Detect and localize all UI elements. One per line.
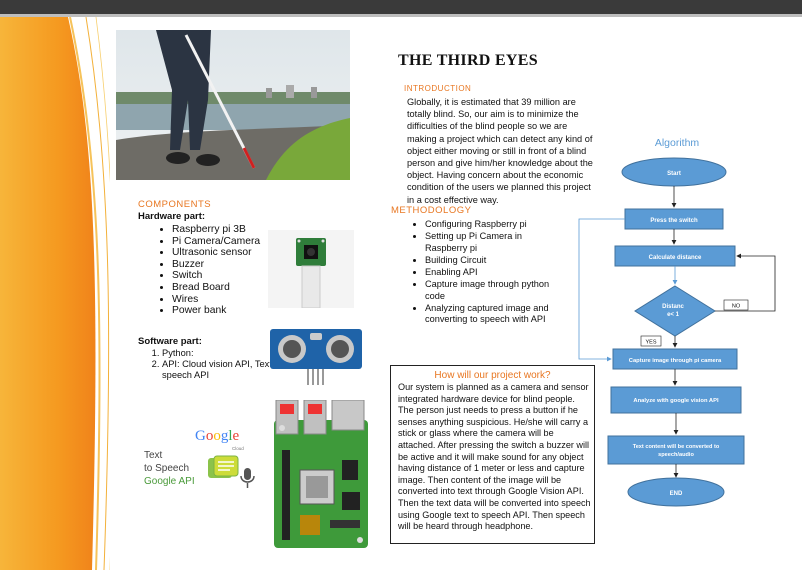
window-top-border bbox=[0, 14, 802, 17]
list-item: Ultrasonic sensor bbox=[172, 247, 322, 259]
flow-analyze-label: Analyze with google vision API bbox=[633, 398, 719, 404]
page-title: THE THIRD EYES bbox=[398, 52, 538, 69]
list-item: Pi Camera/Camera bbox=[172, 236, 322, 248]
flow-yes-label: YES bbox=[645, 340, 656, 346]
list-item: Configuring Raspberry pi bbox=[425, 219, 565, 230]
raspberry-pi-board-image bbox=[274, 400, 368, 548]
algorithm-title: Algorithm bbox=[655, 137, 700, 149]
list-item: Python: bbox=[162, 348, 294, 359]
project-work-heading: How will our project work? bbox=[434, 370, 551, 381]
software-list: Python: API: Cloud vision API, Text to s… bbox=[138, 348, 294, 381]
project-work-box: How will our project work? Our system is… bbox=[390, 365, 595, 544]
software-heading: Software part: bbox=[138, 336, 202, 347]
list-item: Analyzing captured image and converting … bbox=[425, 303, 565, 326]
flow-yes-badge bbox=[640, 335, 662, 347]
tts-text-line3: Google API bbox=[144, 476, 195, 487]
components-heading: COMPONENTS bbox=[138, 199, 212, 210]
flow-left-loop-arrow bbox=[578, 218, 625, 362]
speech-bubble-icon bbox=[208, 455, 255, 488]
flow-convert-label-1: Text content will be converted to bbox=[633, 444, 720, 450]
list-item: Wires bbox=[172, 294, 322, 306]
flow-convert-label-2: speech/audio bbox=[658, 452, 694, 458]
list-item: Power bank bbox=[172, 305, 322, 317]
list-item: Enabling API bbox=[425, 267, 565, 278]
list-item: API: Cloud vision API, Text to speech AP… bbox=[162, 359, 294, 381]
hardware-list: Raspberry pi 3B Pi Camera/Camera Ultraso… bbox=[138, 224, 322, 317]
flow-decision bbox=[634, 285, 716, 337]
flow-decision-label-1: Distanc bbox=[662, 304, 684, 310]
poster-page: THE THIRD EYES INTRODUCTION Globally, it… bbox=[0, 17, 802, 570]
blind-person-photo bbox=[116, 30, 350, 180]
introduction-text: Globally, it is estimated that 39 millio… bbox=[407, 97, 593, 205]
list-item: Raspberry pi 3B bbox=[172, 224, 322, 236]
google-tts-logo: Google Cloud Text to Speech Google API bbox=[140, 422, 260, 502]
algorithm-flowchart: Algorithm Start Press the switch Calcula… bbox=[578, 137, 776, 507]
flow-end bbox=[627, 477, 725, 507]
pi-camera-image bbox=[268, 230, 354, 308]
flow-end-label: END bbox=[670, 491, 683, 497]
methodology-heading: METHODOLOGY bbox=[391, 205, 472, 216]
list-item: Building Circuit bbox=[425, 255, 565, 266]
list-item: Setting up Pi Camera in Raspberry pi bbox=[425, 231, 565, 254]
flow-start-label: Start bbox=[667, 171, 681, 177]
flow-calculate-label: Calculate distance bbox=[649, 255, 702, 261]
google-cloud-text: Cloud bbox=[232, 446, 244, 451]
list-item: Bread Board bbox=[172, 282, 322, 294]
methodology-list: Configuring Raspberry pi Setting up Pi C… bbox=[395, 219, 565, 327]
flow-no-arrow bbox=[715, 253, 776, 312]
flow-decision-label-2: e< 1 bbox=[667, 312, 680, 318]
list-item: Buzzer bbox=[172, 259, 322, 271]
project-work-text: Our system is planned as a camera and se… bbox=[398, 382, 591, 532]
window-top-bar bbox=[0, 0, 802, 14]
tts-text-line2: to Speech bbox=[144, 463, 190, 474]
list-item: Capture image through python code bbox=[425, 279, 565, 302]
ultrasonic-sensor-image bbox=[270, 329, 362, 385]
introduction-heading: INTRODUCTION bbox=[404, 84, 472, 93]
tts-text-line1: Text bbox=[144, 450, 163, 461]
flow-no-label: NO bbox=[732, 304, 741, 310]
orange-decorative-band bbox=[0, 17, 110, 570]
google-wordmark: Google bbox=[195, 428, 240, 444]
list-item: Switch bbox=[172, 270, 322, 282]
flow-no-badge bbox=[723, 299, 749, 311]
flow-press-switch-label: Press the switch bbox=[650, 218, 698, 224]
flow-capture-label: Capture image through pi camera bbox=[629, 358, 722, 364]
hardware-heading: Hardware part: bbox=[138, 211, 206, 222]
flow-convert bbox=[607, 435, 745, 465]
